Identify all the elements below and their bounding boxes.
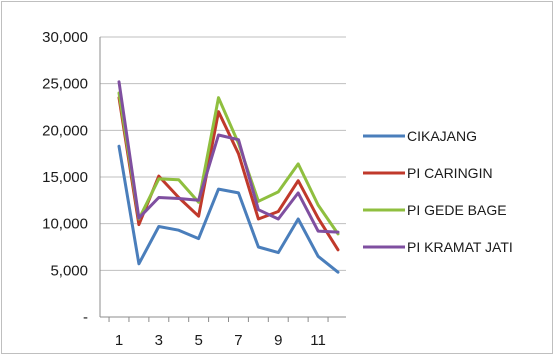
series-lines <box>117 80 340 274</box>
series-line <box>117 144 340 274</box>
series-line <box>117 80 340 234</box>
y-tick-label: 20,000 <box>42 122 88 139</box>
y-tick-label: 10,000 <box>42 216 88 233</box>
x-tick-label: 11 <box>310 332 326 349</box>
x-tick-label: 9 <box>274 332 282 349</box>
y-tick-label: 5,000 <box>50 262 88 279</box>
y-tick-label: 15,000 <box>42 169 88 186</box>
x-tick-label: 5 <box>194 332 202 349</box>
y-tick-label: 25,000 <box>42 76 88 93</box>
legend-label: CIKAJANG <box>407 128 477 144</box>
legend: CIKAJANG PI CARINGIN PI GEDE BAGE PI KRAMAT… <box>363 128 513 255</box>
series-line <box>117 91 340 236</box>
x-tick-label: 3 <box>155 332 163 349</box>
x-tick-labels: 1 3 5 7 9 11 <box>115 332 326 349</box>
gridlines <box>100 36 346 271</box>
legend-label: PI GEDE BAGE <box>407 202 507 218</box>
axes <box>99 37 346 322</box>
x-tick-label: 7 <box>234 332 242 349</box>
x-tick-label: 1 <box>115 332 123 349</box>
y-tick-label: - <box>83 309 88 326</box>
y-tick-label: 30,000 <box>42 29 88 46</box>
legend-label: PI KRAMAT JATI <box>407 239 513 255</box>
y-tick-labels: - 5,000 10,000 15,000 20,000 25,000 30,000 <box>42 29 88 326</box>
legend-label: PI CARINGIN <box>407 165 493 181</box>
